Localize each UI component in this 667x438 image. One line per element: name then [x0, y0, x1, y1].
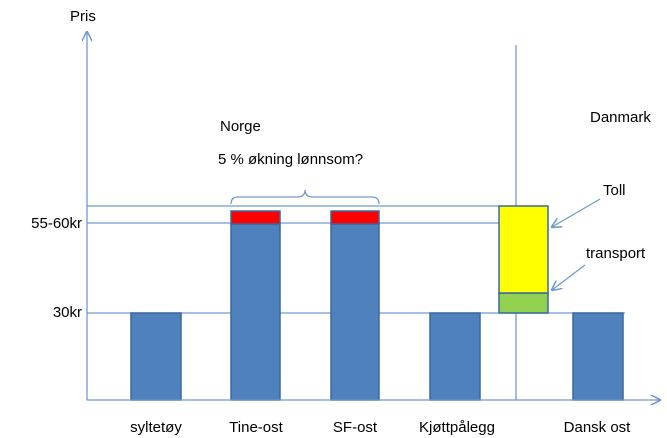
y-axis-label: Pris: [70, 8, 96, 25]
category-label: syltetøy: [130, 419, 182, 436]
y-tick-label: 30kr: [53, 304, 82, 321]
bar: [572, 312, 624, 401]
bar: [330, 223, 380, 401]
annotation: transport: [586, 245, 646, 262]
category-label: Kjøttpålegg: [419, 419, 495, 436]
annotation: Norge: [220, 118, 261, 135]
bar: [230, 223, 281, 401]
annotation: Toll: [603, 182, 626, 199]
category-label: Dansk ost: [564, 419, 632, 436]
increase: [230, 210, 281, 225]
brace: [230, 189, 380, 205]
y-tick-label: 55-60kr: [31, 215, 82, 232]
arrow: [552, 198, 601, 227]
toll-segment: [498, 205, 549, 294]
category-label: Tine-ost: [229, 419, 283, 436]
transport-segment: [498, 292, 549, 314]
annotation: Danmark: [590, 109, 651, 126]
annotation: 5 % økning lønnsom?: [218, 151, 363, 168]
arrow: [552, 264, 586, 290]
category-label: SF-ost: [333, 419, 378, 436]
increase: [330, 210, 380, 225]
bar: [130, 312, 182, 401]
bar: [429, 312, 481, 401]
